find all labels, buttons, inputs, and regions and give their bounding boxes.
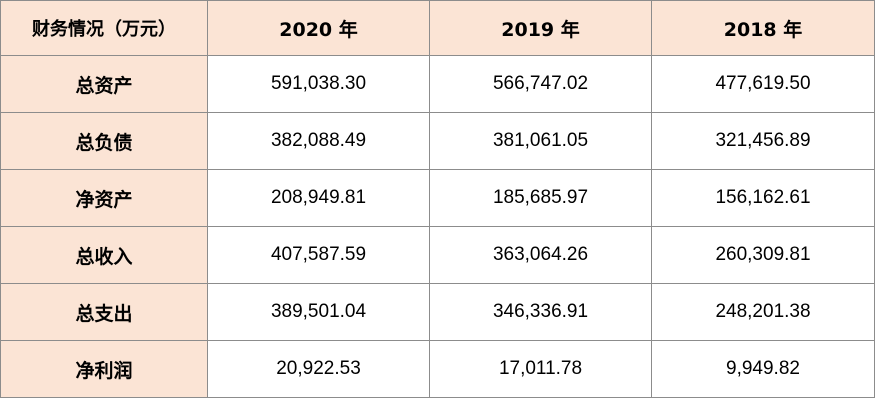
row-label: 净利润 xyxy=(0,340,208,398)
cell-value: 260,309.81 xyxy=(651,226,875,284)
corner-header: 财务情况（万元） xyxy=(0,0,208,56)
cell-value: 20,922.53 xyxy=(207,340,430,398)
table-row-total-income: 总收入 407,587.59 363,064.26 260,309.81 xyxy=(0,226,875,284)
column-header-2019: 2019 年 xyxy=(429,0,652,56)
cell-value: 566,747.02 xyxy=(429,55,652,113)
cell-value: 363,064.26 xyxy=(429,226,652,284)
column-header-2020: 2020 年 xyxy=(207,0,430,56)
table-row-total-assets: 总资产 591,038.30 566,747.02 477,619.50 xyxy=(0,55,875,113)
cell-value: 591,038.30 xyxy=(207,55,430,113)
row-label: 总资产 xyxy=(0,55,208,113)
cell-value: 248,201.38 xyxy=(651,283,875,341)
cell-value: 477,619.50 xyxy=(651,55,875,113)
row-label: 净资产 xyxy=(0,169,208,227)
cell-value: 9,949.82 xyxy=(651,340,875,398)
cell-value: 389,501.04 xyxy=(207,283,430,341)
column-header-2018: 2018 年 xyxy=(651,0,875,56)
row-label: 总收入 xyxy=(0,226,208,284)
cell-value: 156,162.61 xyxy=(651,169,875,227)
cell-value: 17,011.78 xyxy=(429,340,652,398)
cell-value: 346,336.91 xyxy=(429,283,652,341)
table-row-net-profit: 净利润 20,922.53 17,011.78 9,949.82 xyxy=(0,340,875,398)
cell-value: 381,061.05 xyxy=(429,112,652,170)
cell-value: 382,088.49 xyxy=(207,112,430,170)
cell-value: 208,949.81 xyxy=(207,169,430,227)
row-label: 总负债 xyxy=(0,112,208,170)
table-row-total-liabilities: 总负债 382,088.49 381,061.05 321,456.89 xyxy=(0,112,875,170)
header-row: 财务情况（万元） 2020 年 2019 年 2018 年 xyxy=(0,0,875,56)
table-row-net-assets: 净资产 208,949.81 185,685.97 156,162.61 xyxy=(0,169,875,227)
table-row-total-expenditure: 总支出 389,501.04 346,336.91 248,201.38 xyxy=(0,283,875,341)
cell-value: 407,587.59 xyxy=(207,226,430,284)
cell-value: 321,456.89 xyxy=(651,112,875,170)
cell-value: 185,685.97 xyxy=(429,169,652,227)
row-label: 总支出 xyxy=(0,283,208,341)
